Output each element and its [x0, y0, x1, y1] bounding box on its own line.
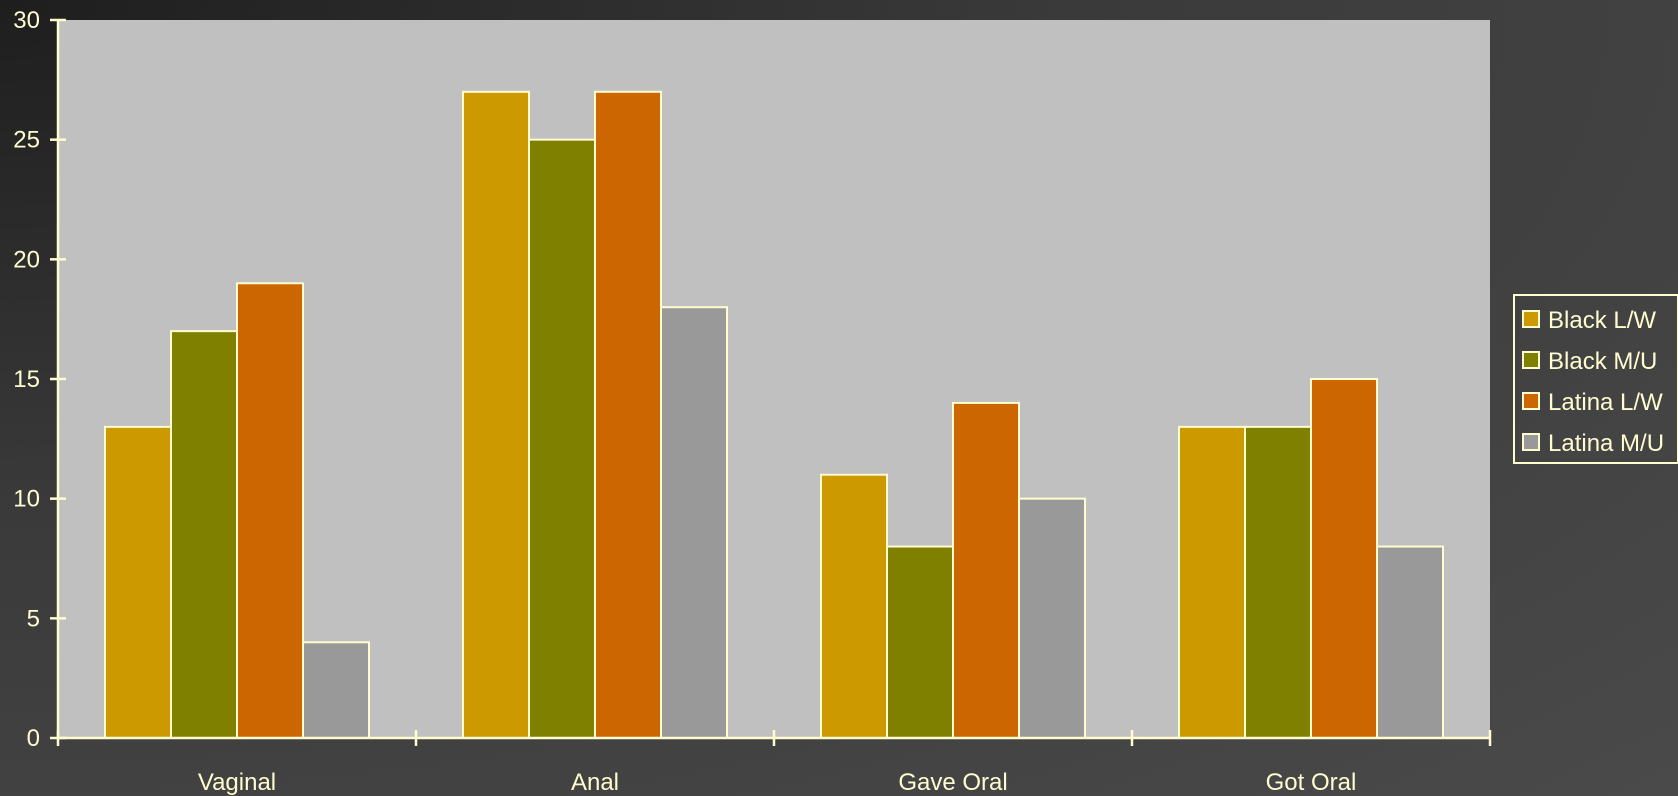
- bar-anal-latina-l-w: [594, 90, 662, 740]
- bar-got-oral-black-m-u: [1244, 425, 1312, 739]
- y-tick-label: 20: [13, 246, 40, 273]
- legend-label: Latina M/U: [1548, 430, 1664, 457]
- bar-got-oral-latina-m-u: [1376, 545, 1444, 739]
- bar-anal-black-l-w: [462, 90, 530, 740]
- bar-vaginal-black-l-w: [104, 425, 172, 739]
- bar-anal-black-m-u: [528, 138, 596, 739]
- bar-got-oral-black-l-w: [1178, 425, 1246, 739]
- y-tick-label: 25: [13, 127, 40, 154]
- legend-swatch: [1522, 392, 1540, 410]
- x-tick-label: Gave Oral: [898, 769, 1007, 796]
- y-tick-label: 15: [13, 366, 40, 393]
- x-tick-label: Anal: [571, 769, 619, 796]
- x-tick-label: Got Oral: [1266, 769, 1357, 796]
- bar-gave-oral-latina-m-u: [1018, 497, 1086, 739]
- bar-vaginal-latina-l-w: [236, 282, 304, 739]
- y-tick-labels: 0 5 10 15 20 25 30: [13, 7, 40, 752]
- legend: Black L/W Black M/U Latina L/W Latina M/U: [1513, 294, 1678, 464]
- bar-vaginal-black-m-u: [170, 330, 238, 739]
- legend-label: Black L/W: [1548, 307, 1656, 334]
- y-tick-label: 5: [27, 605, 40, 632]
- x-tick-label: Vaginal: [198, 769, 276, 796]
- legend-swatch: [1522, 433, 1540, 451]
- legend-label: Latina L/W: [1548, 389, 1663, 416]
- bar-gave-oral-latina-l-w: [952, 401, 1020, 739]
- bar-vaginal-latina-m-u: [302, 641, 370, 739]
- y-tick-label: 10: [13, 486, 40, 513]
- legend-label: Black M/U: [1548, 348, 1657, 375]
- axes-group: [50, 18, 1492, 746]
- y-tick-label: 0: [27, 725, 40, 752]
- bars-group: [104, 90, 1444, 740]
- bar-gave-oral-black-l-w: [820, 473, 888, 739]
- bar-anal-latina-m-u: [660, 306, 728, 739]
- y-tick-label: 30: [13, 7, 40, 34]
- bar-gave-oral-black-m-u: [886, 545, 954, 739]
- x-tick-labels: Vaginal Anal Gave Oral Got Oral: [198, 769, 1356, 796]
- legend-swatch: [1522, 351, 1540, 369]
- bar-got-oral-latina-l-w: [1310, 378, 1378, 739]
- legend-swatch: [1522, 310, 1540, 328]
- legend-box: [1513, 294, 1678, 464]
